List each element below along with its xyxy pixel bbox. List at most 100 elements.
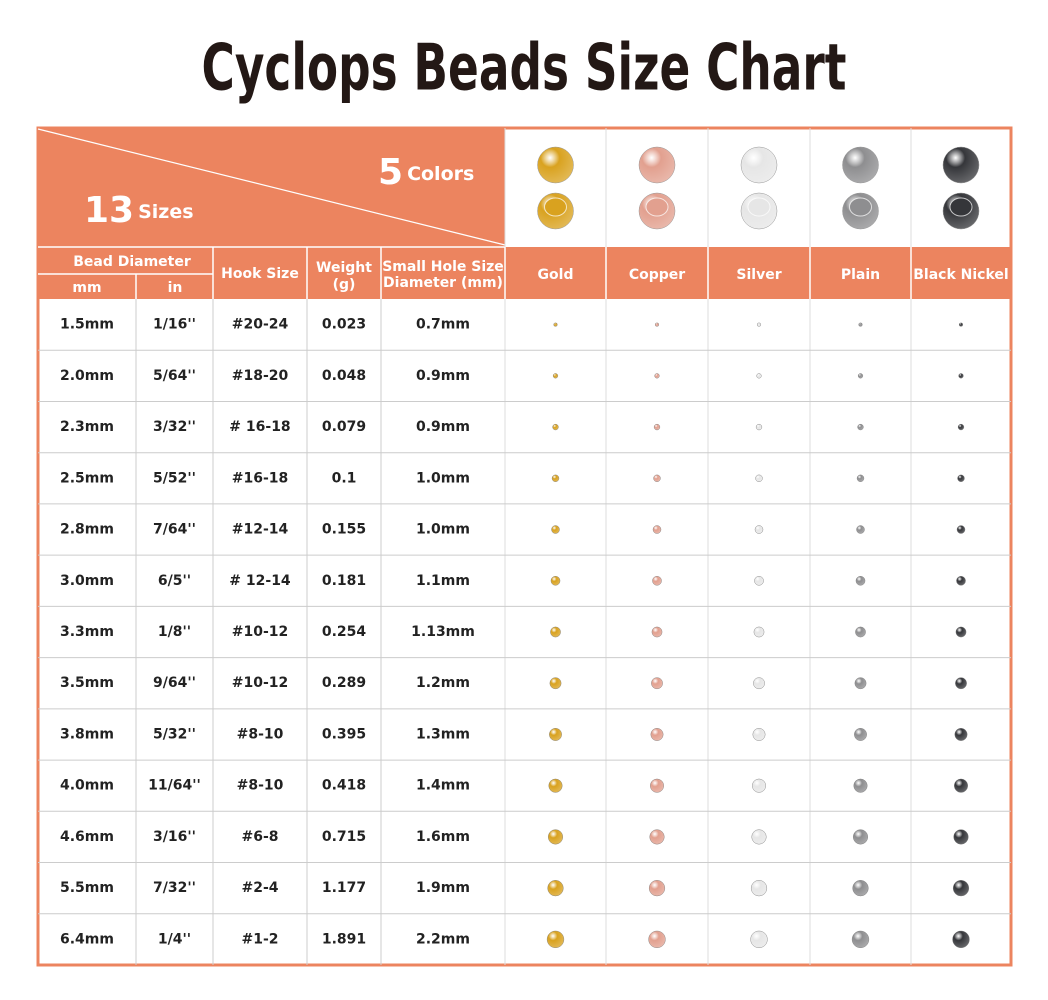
cell: 11/64'' [148,778,201,794]
bead-dot [851,930,870,948]
bead-dot [750,930,768,948]
bead-dot [649,829,665,845]
col-header: Bead Diameter [73,254,191,270]
bead-dot [655,322,660,327]
cell: #1-2 [241,931,278,947]
bead-dot [654,373,660,379]
bead-dot [547,880,564,897]
bead-dot [857,373,864,379]
cell: 3.3mm [60,624,114,640]
bead-dot [650,778,664,793]
cell: 1/16'' [153,317,196,333]
header-block [38,128,505,299]
cell: 0.9mm [416,368,470,384]
bead-dot [546,930,565,948]
cell: #2-4 [241,880,278,896]
cell: 1.2mm [416,675,470,691]
bead-dot [955,677,967,690]
col-header: mm [72,280,101,296]
cell: 0.289 [322,675,366,691]
sizes-count: 13 [84,190,134,231]
bead-dot [954,728,968,741]
cell: #6-8 [241,829,278,845]
bead-dot [856,474,865,482]
color-name: Black Nickel [913,267,1008,283]
cell: 0.155 [322,522,366,538]
cell: 0.395 [322,726,366,742]
bead-dot [956,576,966,586]
bead-dot [952,930,970,948]
cell: 5.5mm [60,880,114,896]
cell: 1.0mm [416,522,470,538]
title: Cyclops Beads Size Chart [202,32,847,106]
bead-dot [855,576,866,586]
col-header: Diameter (mm) [383,275,503,291]
bead-dot [954,778,968,793]
cell: 4.6mm [60,829,114,845]
cell: 1.0mm [416,470,470,486]
cell: 6/5'' [158,573,191,589]
bead-dot [553,322,558,327]
sizes-word: Sizes [138,201,193,223]
bead-dot [953,829,969,845]
cell: 3.5mm [60,675,114,691]
col-header: Weight [316,260,372,276]
bead-hole [949,197,973,217]
bead-dot [855,626,866,638]
cell: 0.1 [332,470,357,486]
cell: 1.4mm [416,778,470,794]
cell: 1.6mm [416,829,470,845]
bead-dot [549,677,562,690]
bead-dot [648,930,666,948]
bead-dot [858,322,863,327]
colors-count: 5 [378,152,403,193]
cell: 0.023 [322,317,366,333]
bead-dot [853,829,869,845]
bead-dot [857,423,864,431]
cell: 1.177 [322,880,366,896]
cell: 0.418 [322,778,366,794]
bead-icon [740,146,778,184]
bead-dot [653,423,661,431]
bead-hole [747,197,771,217]
cell: #8-10 [237,726,284,742]
bead-dot [548,829,564,845]
bead-dot [549,728,562,741]
colors-label: 5 Colors [378,152,474,193]
cell: 5/64'' [153,368,196,384]
bead-dot [650,728,664,741]
cell: 2.5mm [60,470,114,486]
bead-dot [754,525,764,534]
bead-dot [854,677,867,690]
cell: #18-20 [232,368,289,384]
bead-dot [959,322,964,327]
bead-icon [942,146,980,184]
bead-dot [952,880,970,897]
cell: 3/16'' [153,829,196,845]
cell: 1.3mm [416,726,470,742]
cell: 4.0mm [60,778,114,794]
cell: 1.891 [322,931,366,947]
bead-dot [856,525,865,534]
cell: #10-12 [232,675,289,691]
sizes-label: 13 Sizes [84,190,194,231]
bead-dot [652,576,662,586]
col-header: in [168,280,183,296]
bead-dot [551,525,560,534]
bead-dot [652,525,662,534]
bead-dot [753,626,765,638]
bead-dot [750,880,768,897]
cell: 2.2mm [416,931,470,947]
bead-dot [957,474,965,482]
cell: #20-24 [232,317,289,333]
cell: 0.181 [322,573,366,589]
bead-dot [957,423,965,431]
bead-dot [955,626,967,638]
cell: #10-12 [232,624,289,640]
bead-dot [552,423,559,431]
bead-dot [752,728,766,741]
bead-dot [756,373,762,379]
color-name: Copper [629,267,685,283]
cell: 3.8mm [60,726,114,742]
